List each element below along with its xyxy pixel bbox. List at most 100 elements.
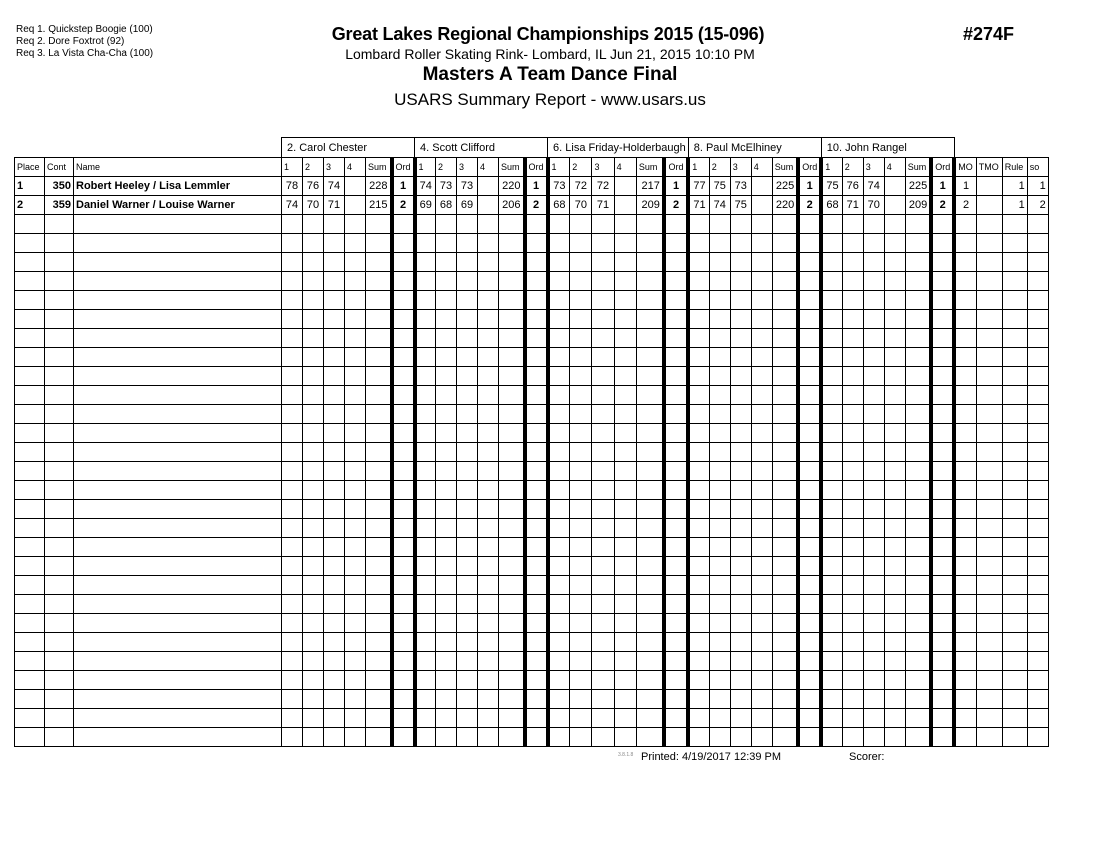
report-name: USARS Summary Report - www.usars.us <box>394 90 706 109</box>
col-judge-1: 1 <box>547 157 571 177</box>
score <box>750 176 773 196</box>
table-row <box>14 252 1049 272</box>
table-row <box>14 594 1049 614</box>
col-judge-4: 4 <box>750 157 773 177</box>
table-row <box>14 708 1049 728</box>
table-row <box>14 214 1049 234</box>
score <box>613 195 637 215</box>
col-judge-3: 3 <box>456 157 479 177</box>
place: 1 <box>14 176 45 196</box>
score-sum: 225 <box>904 176 932 196</box>
col-judge-1: 1 <box>414 157 437 177</box>
extra-tmo <box>975 195 1003 215</box>
score-sum: 228 <box>365 176 392 196</box>
extra-mo: 2 <box>953 195 977 215</box>
scorer-label: Scorer: <box>849 751 885 763</box>
score: 74 <box>414 176 437 196</box>
extra-tmo <box>975 176 1003 196</box>
requirement: Req 1. Quickstep Boogie (100) <box>16 24 153 35</box>
requirements-list: Req 1. Quickstep Boogie (100) Req 2. Dor… <box>16 24 153 60</box>
col-place: Place <box>14 157 45 177</box>
col-judge-2: 2 <box>435 157 458 177</box>
event-number: #274F <box>963 24 1015 44</box>
col-judge-sum: Sum <box>635 157 665 177</box>
requirement: Req 3. La Vista Cha-Cha (100) <box>16 48 154 59</box>
requirement: Req 2. Dore Foxtrot (92) <box>16 36 125 47</box>
col-judge-2: 2 <box>302 157 324 177</box>
table-row <box>14 404 1049 424</box>
col-judge-sum: Sum <box>771 157 799 177</box>
score: 75 <box>729 195 752 215</box>
score: 75 <box>820 176 843 196</box>
col-name: Name <box>73 157 282 177</box>
contestant-number: 350 <box>44 176 74 196</box>
table-row <box>14 328 1049 348</box>
score <box>750 195 773 215</box>
table-row <box>14 651 1049 671</box>
ordinal: 1 <box>389 176 417 196</box>
col-judge-ord: Ord <box>389 157 417 177</box>
results-table: 2. Carol Chester 4. Scott Clifford 6. Lisa… <box>14 137 1049 747</box>
col-judge-3: 3 <box>323 157 345 177</box>
score: 72 <box>569 176 593 196</box>
ordinal: 1 <box>661 176 691 196</box>
table-row <box>14 290 1049 310</box>
col-judge-4: 4 <box>883 157 906 177</box>
score-sum: 215 <box>365 195 392 215</box>
contestant-number: 359 <box>44 195 74 215</box>
team-name: Robert Heeley / Lisa Lemmler <box>73 176 282 196</box>
col-judge-sum: Sum <box>498 157 526 177</box>
score: 68 <box>820 195 843 215</box>
score-sum: 209 <box>904 195 932 215</box>
score: 74 <box>281 195 303 215</box>
col-judge-1: 1 <box>281 157 303 177</box>
score: 73 <box>729 176 752 196</box>
col-judge-4: 4 <box>344 157 366 177</box>
col-judge-2: 2 <box>569 157 593 177</box>
score: 76 <box>302 176 324 196</box>
col-tmo: TMO <box>975 157 1003 177</box>
col-so: so <box>1026 157 1049 177</box>
score: 78 <box>281 176 303 196</box>
col-judge-sum: Sum <box>365 157 392 177</box>
place: 2 <box>14 195 45 215</box>
score: 77 <box>687 176 710 196</box>
col-judge-4: 4 <box>477 157 500 177</box>
col-cont: Cont <box>44 157 74 177</box>
score <box>883 195 906 215</box>
judge-header: 2. Carol Chester <box>280 137 416 158</box>
table-row <box>14 670 1049 690</box>
score-sum: 217 <box>635 176 665 196</box>
table-row <box>14 309 1049 329</box>
extra-so: 2 <box>1026 195 1049 215</box>
table-row <box>14 518 1049 538</box>
printed-timestamp: Printed: 4/19/2017 12:39 PM <box>641 751 782 763</box>
col-rule: Rule <box>1001 157 1028 177</box>
score: 73 <box>435 176 458 196</box>
table-row <box>14 689 1049 709</box>
table-row <box>14 366 1049 386</box>
score: 76 <box>841 176 864 196</box>
score: 72 <box>591 176 615 196</box>
score: 73 <box>456 176 479 196</box>
col-judge-ord: Ord <box>661 157 691 177</box>
score: 70 <box>862 195 885 215</box>
score-sum: 206 <box>498 195 526 215</box>
table-row <box>14 347 1049 367</box>
col-judge-ord: Ord <box>796 157 824 177</box>
location-line: Lombard Roller Skating Rink- Lombard, IL… <box>345 46 755 62</box>
table-row <box>14 423 1049 443</box>
ordinal: 2 <box>522 195 550 215</box>
col-judge-3: 3 <box>591 157 615 177</box>
extra-rule: 1 <box>1001 176 1028 196</box>
judge-header: 6. Lisa Friday-Holderbaugh <box>547 137 689 158</box>
score: 70 <box>302 195 324 215</box>
version-label: 3.8.1.8 <box>618 752 634 758</box>
table-row <box>14 499 1049 519</box>
score <box>477 195 500 215</box>
score: 75 <box>708 176 731 196</box>
col-judge-2: 2 <box>841 157 864 177</box>
ordinal: 2 <box>796 195 824 215</box>
score: 74 <box>708 195 731 215</box>
col-judge-sum: Sum <box>904 157 932 177</box>
